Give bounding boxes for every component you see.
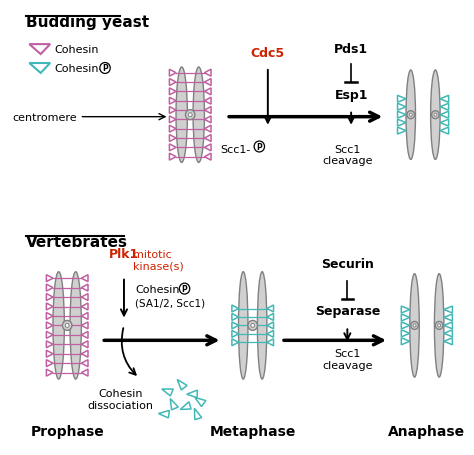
Ellipse shape (238, 272, 248, 379)
Ellipse shape (176, 68, 187, 163)
Text: Scc1-: Scc1- (220, 144, 251, 154)
Text: Anaphase: Anaphase (388, 424, 465, 438)
Circle shape (251, 324, 255, 328)
Circle shape (409, 114, 412, 117)
Text: Cdc5: Cdc5 (251, 47, 285, 60)
Text: Cohesin
dissociation: Cohesin dissociation (87, 388, 153, 410)
Ellipse shape (410, 274, 419, 377)
Text: Cohesin-: Cohesin- (136, 284, 184, 294)
Text: Scc1
cleavage: Scc1 cleavage (322, 349, 373, 370)
Circle shape (188, 113, 192, 117)
Text: Metaphase: Metaphase (210, 424, 296, 438)
Text: Esp1: Esp1 (334, 89, 368, 101)
Ellipse shape (53, 272, 64, 379)
Circle shape (179, 283, 190, 294)
Text: Prophase: Prophase (30, 424, 104, 438)
Text: P: P (182, 284, 187, 293)
Text: Pds1: Pds1 (334, 43, 368, 56)
Text: Budding yeast: Budding yeast (26, 15, 149, 30)
Text: Plk1: Plk1 (109, 247, 139, 260)
Text: Separase: Separase (315, 305, 380, 318)
Circle shape (435, 322, 443, 330)
Text: P: P (256, 143, 262, 152)
Text: Securin: Securin (321, 257, 374, 270)
Text: Scc1
cleavage: Scc1 cleavage (322, 144, 373, 166)
Text: (SA1/2, Scc1): (SA1/2, Scc1) (136, 298, 205, 308)
Ellipse shape (193, 68, 204, 163)
Circle shape (407, 111, 415, 119)
Circle shape (411, 322, 419, 330)
Circle shape (248, 321, 257, 331)
Circle shape (63, 321, 72, 331)
Text: Cohesin-: Cohesin- (54, 64, 102, 74)
Text: mitotic
kinase(s): mitotic kinase(s) (134, 249, 184, 271)
Circle shape (100, 63, 110, 74)
Circle shape (254, 142, 264, 152)
Ellipse shape (70, 272, 82, 379)
Circle shape (432, 111, 439, 119)
Ellipse shape (431, 71, 440, 160)
Ellipse shape (257, 272, 267, 379)
Text: centromere: centromere (12, 112, 77, 122)
Text: P: P (102, 64, 108, 73)
Circle shape (413, 324, 416, 327)
Circle shape (65, 324, 69, 328)
Circle shape (185, 111, 195, 121)
Circle shape (438, 324, 441, 327)
Ellipse shape (406, 71, 416, 160)
Text: Vertebrates: Vertebrates (26, 234, 128, 249)
Ellipse shape (434, 274, 444, 377)
Text: Cohesin: Cohesin (54, 45, 99, 55)
Circle shape (434, 114, 437, 117)
